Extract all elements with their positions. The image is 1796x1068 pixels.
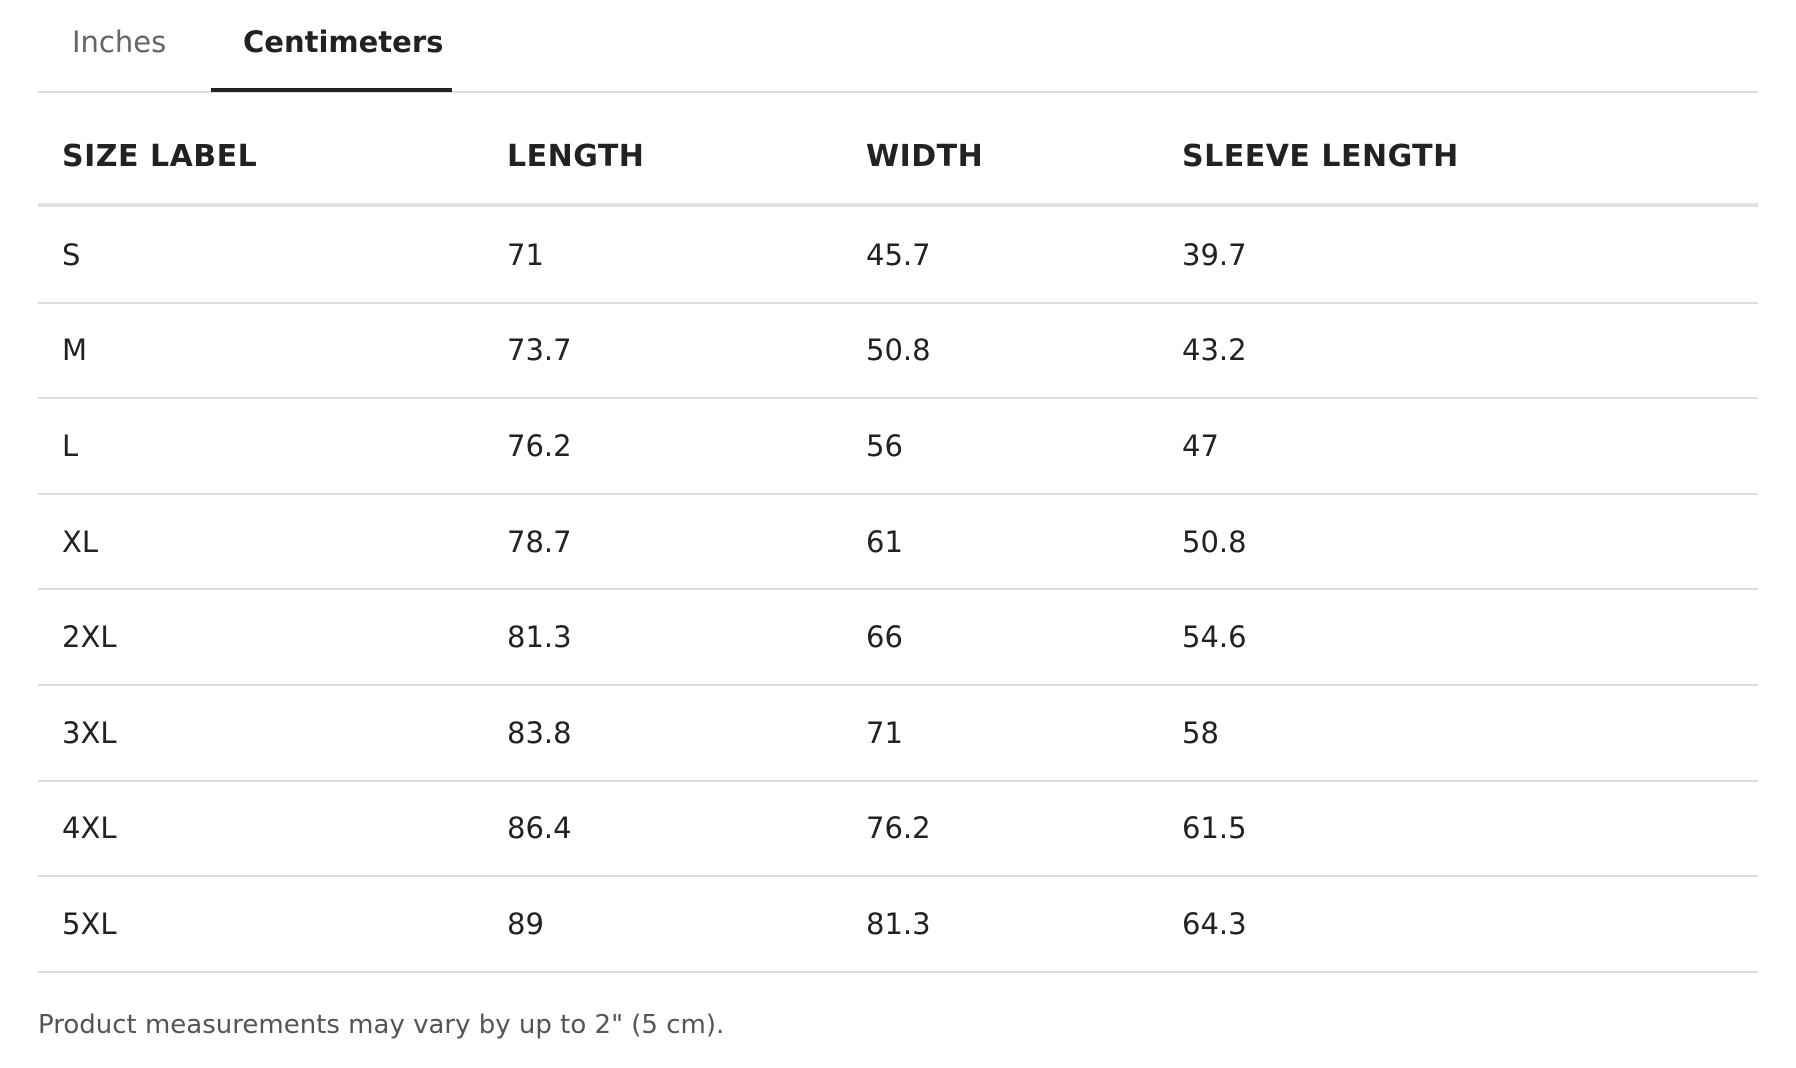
measurement: 58 [1182,715,1219,750]
measurement: 45.7 [866,237,931,272]
row-divider [38,970,1758,973]
measurement: 56 [866,429,903,463]
size-label: L [62,429,79,463]
measurement: 76.2 [507,429,572,463]
size-label: 4XL [62,811,117,846]
measurement: 86.4 [507,811,572,846]
size-label: 3XL [62,715,117,750]
row-divider [38,397,1758,400]
footnote: Product measurements may vary by up to 2… [38,1010,725,1040]
row-divider [38,301,1758,304]
measurement: 78.7 [507,524,572,559]
measurement: 50.8 [866,333,931,368]
measurement: 76.2 [866,811,931,846]
size-label: XL [62,524,99,559]
measurement: 73.7 [507,333,572,368]
column-header: LENGTH [507,139,645,174]
size-label: S [62,237,81,272]
size-label: 2XL [62,620,117,655]
row-divider [38,492,1758,495]
column-header: SIZE LABEL [62,139,258,174]
size-label: 5XL [62,907,117,941]
measurement: 43.2 [1182,333,1247,368]
measurement: 89 [507,907,544,941]
column-header: WIDTH [866,139,984,174]
row-divider [38,875,1758,878]
measurement: 39.7 [1182,237,1247,272]
column-header: SLEEVE LENGTH [1182,139,1459,174]
measurement: 47 [1182,429,1219,463]
header-divider [38,203,1758,207]
tab-divider [38,91,1758,93]
active-tab-indicator [211,88,452,92]
measurement: 66 [866,620,903,655]
measurement: 50.8 [1182,524,1247,559]
measurement: 61.5 [1182,811,1247,846]
row-divider [38,588,1758,591]
measurement: 83.8 [507,715,572,750]
measurement: 61 [866,524,903,559]
measurement: 81.3 [866,907,931,941]
tab-centimeters[interactable]: Centimeters [243,25,444,59]
measurement: 71 [507,237,544,272]
measurement: 64.3 [1182,907,1247,941]
measurement: 54.6 [1182,620,1247,655]
measurement: 71 [866,715,903,750]
tab-inches[interactable]: Inches [72,25,167,59]
size-label: M [62,333,88,368]
row-divider [38,684,1758,686]
measurement: 81.3 [507,620,572,655]
row-divider [38,779,1758,782]
